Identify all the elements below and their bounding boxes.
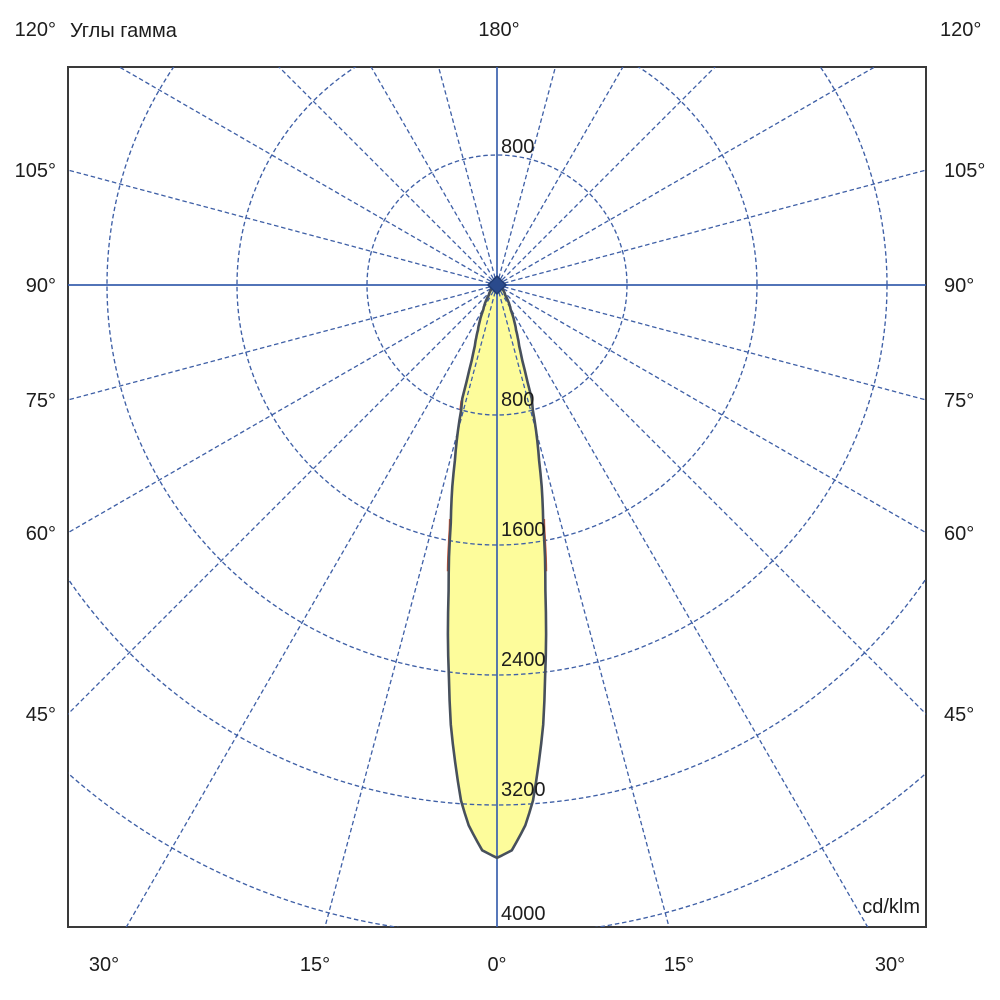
- angle-label-left-105: 105°: [15, 160, 56, 182]
- radial-line-120-right: [496, 67, 876, 286]
- angle-label-left-75: 75°: [26, 390, 56, 412]
- radial-line-15-left: [324, 284, 498, 927]
- radial-line-165-right: [496, 67, 557, 286]
- radial-line-120-left: [118, 67, 498, 286]
- angle-label-right-60: 60°: [944, 523, 974, 545]
- chart-title: Углы гамма: [70, 20, 178, 42]
- angle-label-bottom-0: 0°: [487, 954, 506, 976]
- angle-label-right-75: 75°: [944, 390, 974, 412]
- angle-label-left-60: 60°: [26, 523, 56, 545]
- ring-label-bottom-4000: 4000: [501, 903, 546, 925]
- radial-line-150-right: [496, 67, 624, 286]
- ring-label-bottom-3200: 3200: [501, 779, 546, 801]
- radial-line-15-right: [496, 284, 670, 927]
- radial-line-45-left: [68, 284, 498, 715]
- ring-label-bottom-1600: 1600: [501, 519, 546, 541]
- radial-line-105-right: [496, 169, 926, 286]
- radial-line-60-left: [68, 284, 498, 534]
- radial-line-75-left: [68, 284, 498, 401]
- angle-label-left-45: 45°: [26, 704, 56, 726]
- angle-label-right-105: 105°: [944, 160, 985, 182]
- angle-label-bottom-right-15: 15°: [664, 954, 694, 976]
- ring-label-top-800: 800: [501, 136, 534, 158]
- radial-line-30-left: [125, 284, 498, 927]
- unit-label: cd/klm: [862, 896, 920, 918]
- origin-marker-layer: [486, 274, 508, 296]
- ring-value-labels: 800 800 1600 2400 3200 4000: [501, 136, 546, 925]
- ring-label-bottom-2400: 2400: [501, 649, 546, 671]
- top-center-angle-label: 180°: [478, 19, 519, 41]
- angle-label-right-90: 90°: [944, 275, 974, 297]
- angle-label-bottom-left-15: 15°: [300, 954, 330, 976]
- radial-line-165-left: [437, 67, 498, 286]
- angle-label-bottom-left-30: 30°: [89, 954, 119, 976]
- radial-line-105-left: [68, 169, 498, 286]
- radial-line-30-right: [496, 284, 869, 927]
- radial-line-75-right: [496, 284, 926, 401]
- radial-line-60-right: [496, 284, 926, 534]
- corner-angle-label-top-left: 120°: [15, 19, 56, 41]
- radial-line-150-left: [370, 67, 498, 286]
- radial-line-135-left: [278, 67, 498, 286]
- angle-label-right-45: 45°: [944, 704, 974, 726]
- angle-label-bottom-right-30: 30°: [875, 954, 905, 976]
- angle-label-left-90: 90°: [26, 275, 56, 297]
- radial-line-45-right: [496, 284, 926, 715]
- angle-labels: 105° 105° 90° 90° 75° 75° 60° 60° 45° 45° 30° 15° 0°…: [15, 160, 986, 976]
- radial-line-135-right: [496, 67, 716, 286]
- corner-angle-label-top-right: 120°: [940, 19, 981, 41]
- origin-diamond-marker: [486, 274, 508, 296]
- ring-label-bottom-800: 800: [501, 389, 534, 411]
